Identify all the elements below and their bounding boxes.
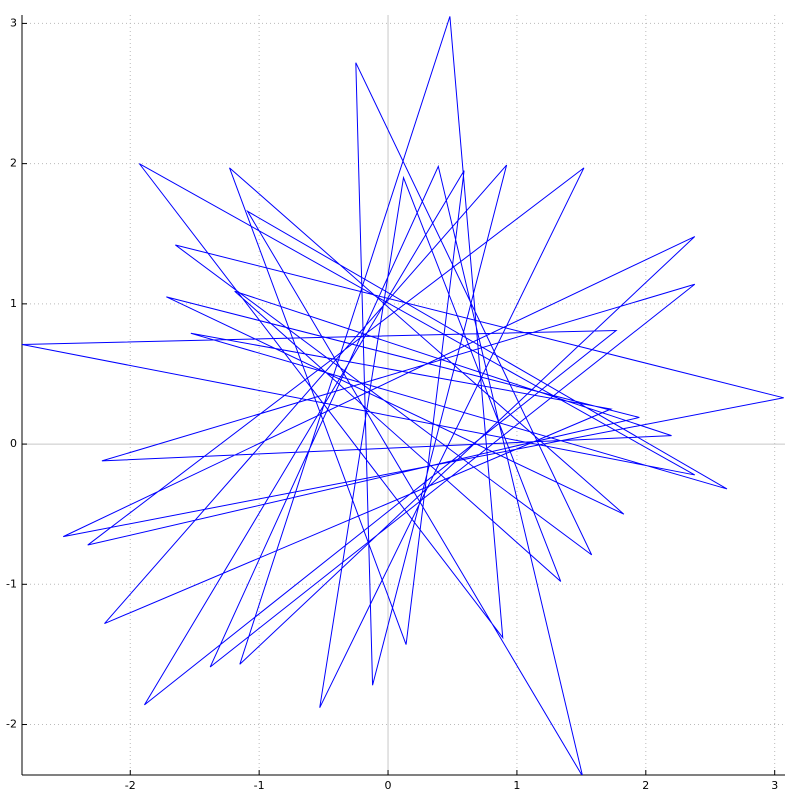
x-tick-label: 1 — [513, 779, 520, 792]
x-tick-label: -2 — [125, 779, 136, 792]
plot-area — [22, 16, 784, 775]
y-tick-label: 2 — [10, 157, 17, 170]
y-tick-label: 1 — [10, 297, 17, 310]
y-tick-label: 3 — [10, 16, 17, 29]
y-tick-label: 0 — [10, 437, 17, 450]
x-tick-label: -1 — [254, 779, 265, 792]
line-series — [22, 16, 784, 775]
y-tick-label: -1 — [6, 577, 17, 590]
y-tick-label: -2 — [6, 718, 17, 731]
x-tick-label: 0 — [385, 779, 392, 792]
x-tick-label: 2 — [642, 779, 649, 792]
x-tick-label: 3 — [771, 779, 778, 792]
